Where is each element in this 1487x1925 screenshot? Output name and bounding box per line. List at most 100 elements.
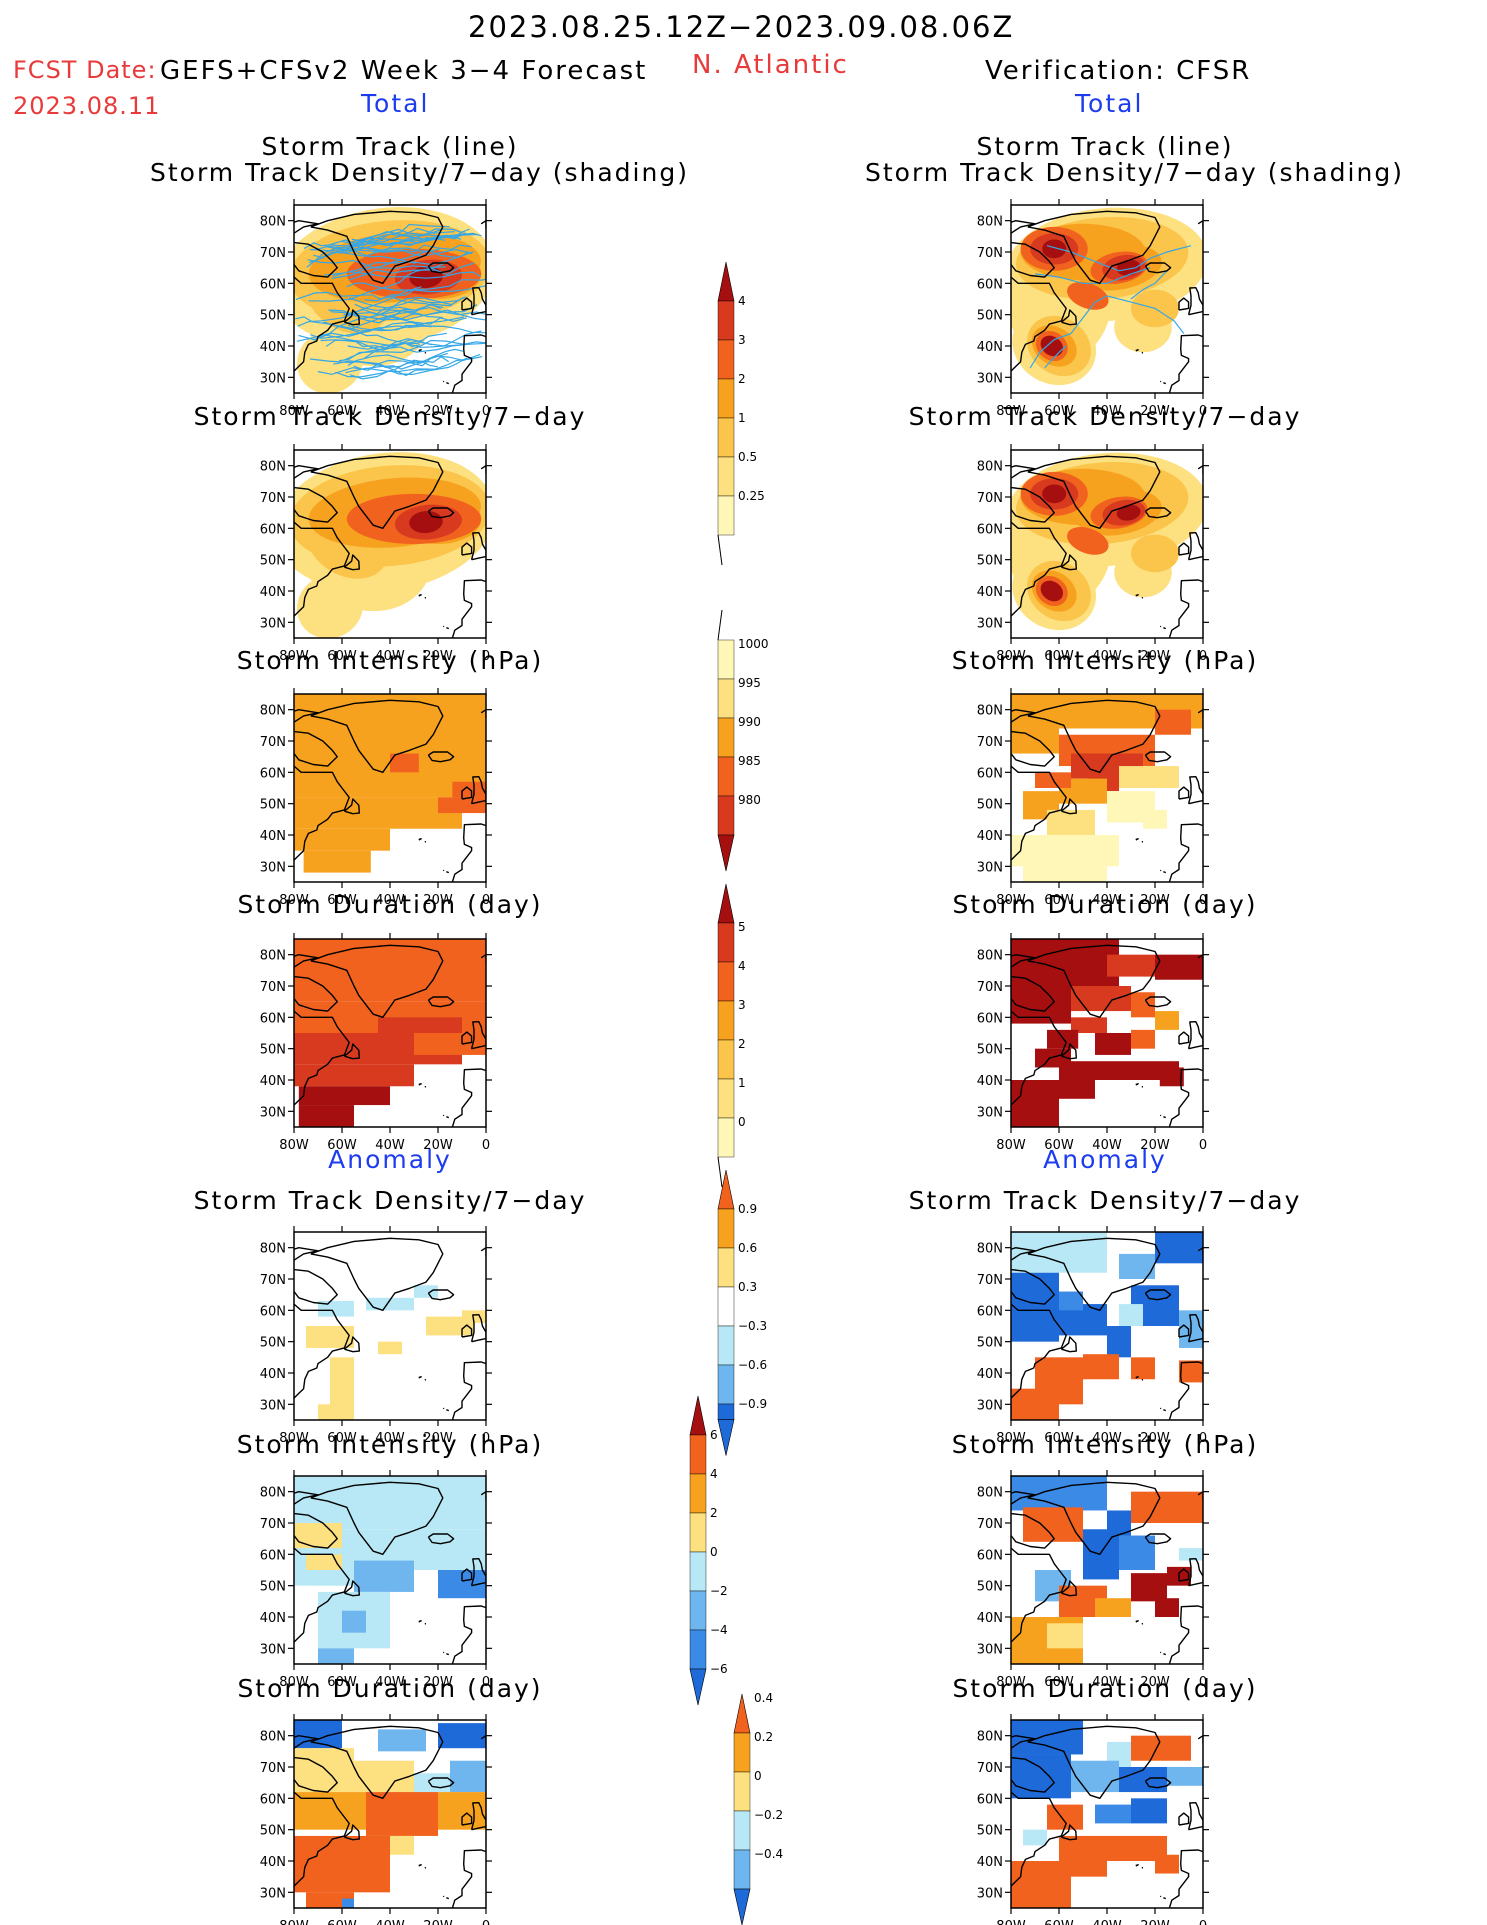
- lat-tick-label: 40N: [260, 340, 286, 355]
- colorbar-arrow-top: [689, 1395, 707, 1436]
- lon-tick-label: 40W: [1092, 1138, 1122, 1153]
- coastline: [418, 349, 422, 352]
- density-contour: [1116, 259, 1141, 276]
- colorbar-arrow-top: [717, 883, 735, 924]
- colorbar-segment: [717, 1286, 735, 1327]
- colorbar-label: 0.2: [754, 1730, 773, 1744]
- left-anomaly-label: Anomaly: [328, 1145, 452, 1174]
- lat-tick-label: 50N: [260, 1580, 286, 1595]
- storm-track-line: [343, 234, 462, 250]
- colorbar-segment: [689, 1551, 707, 1592]
- storm-track-line: [320, 338, 432, 349]
- colorbar-segment: [733, 1732, 751, 1773]
- colorbar-arrow-top: [733, 1693, 751, 1734]
- lon-tick-label: 80W: [279, 1919, 309, 1925]
- lat-tick-label: 80N: [977, 1486, 1003, 1501]
- coastline: [1144, 1533, 1172, 1545]
- grid-cell: [1071, 1017, 1107, 1033]
- lon-tick-label: 40W: [375, 1675, 405, 1690]
- grid-cell: [1155, 1854, 1179, 1874]
- coastline: [1178, 1568, 1190, 1582]
- grid-cell: [1047, 1623, 1083, 1649]
- coastline: [1197, 220, 1203, 229]
- lon-tick-label: 0: [482, 1919, 490, 1925]
- coastline: [1011, 1547, 1067, 1643]
- lon-tick-label: 80W: [996, 893, 1026, 908]
- lat-tick-label: 30N: [977, 1398, 1003, 1413]
- lat-tick-label: 60N: [977, 766, 1003, 781]
- colorbar-segment: [717, 922, 735, 963]
- colorbar-segment: [717, 339, 735, 380]
- colorbar-duration: 5 4 3 2 1 0: [717, 883, 746, 1188]
- colorbar-label: 0.5: [738, 450, 757, 464]
- coastline: [1163, 1653, 1167, 1656]
- lon-tick-label: 0: [1199, 1138, 1207, 1153]
- title-track-density-shading-left: Storm Track Density/7−day (shading): [150, 158, 689, 187]
- coastline: [1187, 287, 1203, 316]
- lat-tick-label: 40N: [260, 1074, 286, 1089]
- storm-track-line: [295, 286, 422, 300]
- lon-tick-label: 80W: [996, 1675, 1026, 1690]
- storm-track-line: [308, 227, 455, 264]
- lat-tick-label: 30N: [977, 1642, 1003, 1657]
- lon-tick-label: 0: [1199, 1675, 1207, 1690]
- grid-cell: [1054, 1080, 1095, 1099]
- colorbar-label: 0: [738, 1115, 746, 1129]
- colorbar-density: 4 3 2 1 0.5 0.25: [717, 261, 765, 566]
- grid-cell: [1119, 1535, 1155, 1570]
- colorbar-label: 2: [738, 1037, 746, 1051]
- coastline: [1144, 1289, 1172, 1301]
- coastline: [294, 709, 319, 723]
- coastline: [294, 975, 338, 1012]
- lat-tick-label: 50N: [260, 798, 286, 813]
- lon-tick-label: 40W: [1092, 1919, 1122, 1925]
- coastline: [1135, 1620, 1139, 1623]
- grid-cell: [294, 725, 354, 748]
- grid-cell: [294, 1476, 486, 1530]
- lat-tick-label: 60N: [977, 1548, 1003, 1563]
- lon-tick-label: 40W: [375, 893, 405, 908]
- lat-tick-label: 70N: [260, 1273, 286, 1288]
- grid-cell: [378, 1729, 426, 1752]
- coastline: [1060, 1824, 1077, 1841]
- storm-track-line: [1046, 245, 1192, 272]
- colorbar-segment: [717, 417, 735, 458]
- coastline: [1135, 594, 1139, 597]
- grid-cell: [1119, 1253, 1155, 1279]
- grid-cell: [390, 1835, 414, 1855]
- coastline: [461, 297, 473, 311]
- storm-track-line: [357, 244, 472, 253]
- coastline: [1011, 730, 1055, 767]
- lon-tick-label: 60W: [1044, 893, 1074, 908]
- coastline: [343, 1580, 360, 1597]
- lat-tick-label: 30N: [260, 860, 286, 875]
- coastline: [427, 1533, 455, 1545]
- coastline: [1011, 765, 1067, 861]
- colorbar-segment: [717, 1078, 735, 1119]
- coastline: [1178, 786, 1190, 800]
- verification-label: Verification: CFSR: [985, 56, 1252, 86]
- map-track-verification: 30N 40N 50N 60N 70N 80N 80W 60W 40W 20W 0: [977, 199, 1209, 419]
- coastline: [1060, 1336, 1077, 1353]
- coastline: [310, 699, 444, 773]
- grid-cell: [1155, 1232, 1203, 1264]
- coastline: [446, 1116, 450, 1119]
- density-contour: [1067, 526, 1109, 555]
- lat-tick-label: 80N: [260, 949, 286, 964]
- lon-tick-label: 40W: [1092, 649, 1122, 664]
- coastline: [1060, 554, 1077, 571]
- lon-tick-label: 40W: [1092, 1431, 1122, 1446]
- colorbar-label: −2: [710, 1584, 728, 1598]
- colorbar-label: 0.9: [738, 1202, 757, 1216]
- lat-tick-label: 70N: [260, 735, 286, 750]
- colorbar-label: 0.3: [738, 1280, 757, 1294]
- grid-cell: [1071, 986, 1131, 1012]
- coastline: [442, 1114, 445, 1117]
- title-track-line-left: Storm Track (line): [261, 132, 519, 161]
- colorbar-segment: [717, 495, 735, 536]
- grid-cell: [1107, 753, 1143, 767]
- lon-tick-label: 60W: [1044, 649, 1074, 664]
- lon-tick-label: 20W: [1140, 1138, 1170, 1153]
- grid-cell: [450, 1760, 486, 1793]
- coastline: [427, 507, 455, 519]
